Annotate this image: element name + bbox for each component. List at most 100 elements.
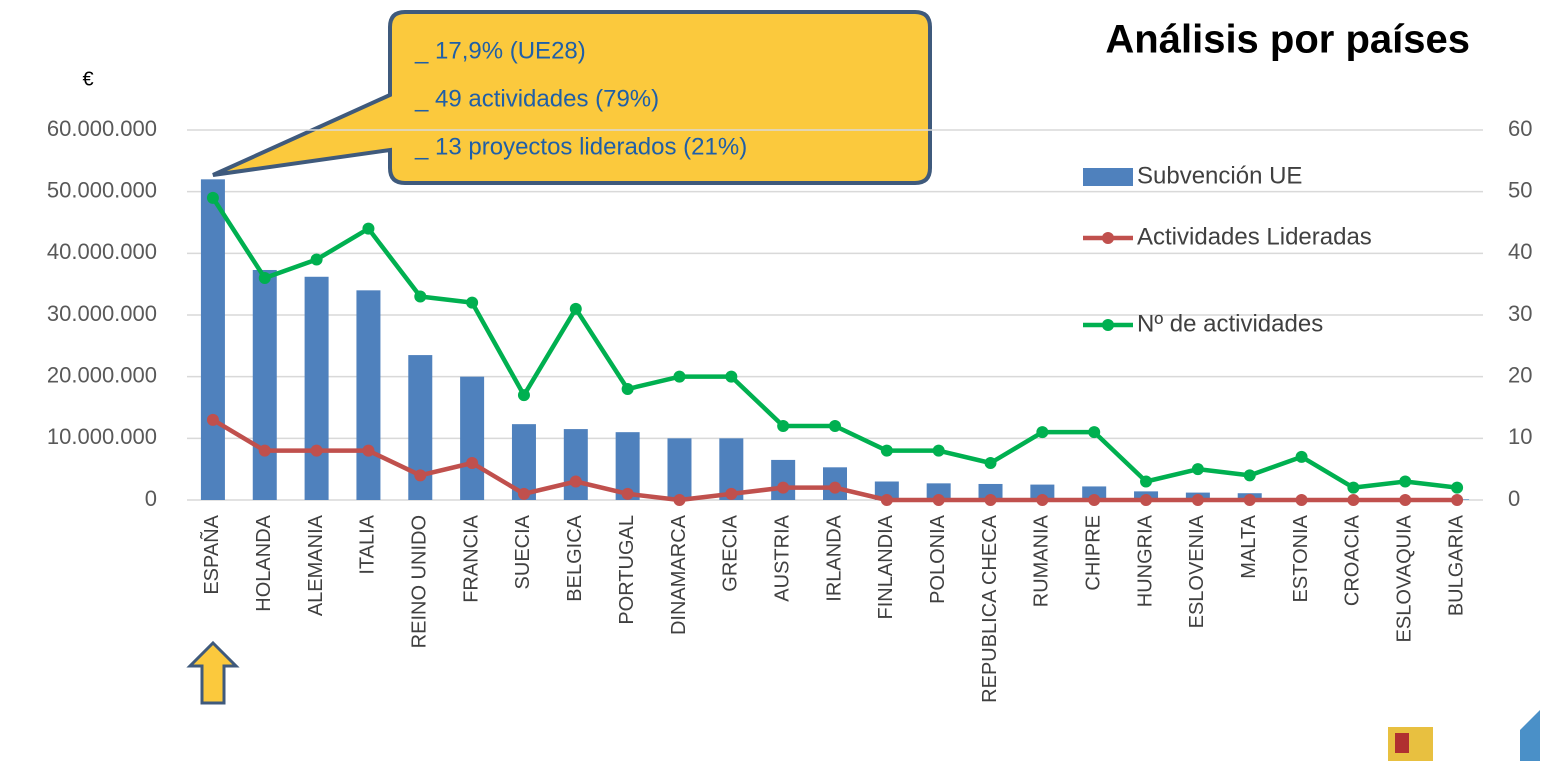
y-tick-label: 10.000.000 xyxy=(47,424,157,449)
point xyxy=(1036,426,1049,439)
bar xyxy=(667,438,692,500)
y-tick-label: 60.000.000 xyxy=(47,116,157,141)
bar xyxy=(1030,484,1055,500)
y2-tick-label: 50 xyxy=(1508,177,1532,202)
legend-swatch xyxy=(1102,319,1114,331)
bar xyxy=(771,459,796,500)
logo xyxy=(1388,710,1540,761)
x-tick-label: CROACIA xyxy=(1342,514,1364,606)
chart-title: Análisis por países xyxy=(1105,18,1470,62)
point xyxy=(1140,494,1153,506)
point xyxy=(310,444,323,457)
point xyxy=(362,222,375,235)
y-tick-label: 0 xyxy=(145,486,157,511)
bar xyxy=(304,276,329,500)
point xyxy=(1451,494,1464,506)
point xyxy=(517,389,530,402)
x-tick-label: SUECIA xyxy=(512,514,534,589)
point xyxy=(206,191,219,204)
bar xyxy=(926,483,951,500)
point xyxy=(673,494,686,506)
y2-tick-label: 40 xyxy=(1508,239,1532,264)
x-tick-label: ITALIA xyxy=(357,514,379,574)
x-tick-label: PORTUGAL xyxy=(616,515,638,625)
point xyxy=(414,469,427,482)
point xyxy=(777,481,790,494)
point xyxy=(569,302,582,315)
y-tick-label: 40.000.000 xyxy=(47,239,157,264)
point xyxy=(517,487,530,500)
point xyxy=(1191,463,1204,476)
point xyxy=(1451,481,1464,494)
x-tick-label: AUSTRIA xyxy=(771,514,793,601)
legend-swatch xyxy=(1083,168,1133,186)
point xyxy=(829,420,841,432)
point xyxy=(1347,481,1360,494)
point xyxy=(1088,494,1101,506)
point xyxy=(414,290,427,303)
point xyxy=(725,487,738,500)
point xyxy=(1295,450,1308,463)
legend-label: Nº de actividades xyxy=(1137,310,1323,337)
annotation: _ 49 actividades (79%) xyxy=(414,85,659,112)
point xyxy=(310,253,323,266)
point xyxy=(1036,494,1049,506)
point xyxy=(829,481,841,494)
point xyxy=(206,413,219,426)
x-tick-label: ESLOVAQUIA xyxy=(1394,514,1416,642)
point xyxy=(932,494,945,506)
y2-tick-label: 20 xyxy=(1508,362,1532,387)
arrow xyxy=(186,640,240,705)
point xyxy=(880,444,893,457)
point xyxy=(1399,494,1412,506)
x-tick-label: POLONIA xyxy=(927,514,949,604)
x-tick-label: BELGICA xyxy=(564,514,586,601)
y-axis-label: € xyxy=(82,68,93,90)
point xyxy=(1295,494,1308,506)
bar xyxy=(460,376,485,500)
point xyxy=(673,370,686,383)
x-tick-label: ESPAÑA xyxy=(199,514,223,594)
point xyxy=(258,272,271,284)
point xyxy=(880,494,893,506)
bar xyxy=(511,424,536,500)
callout xyxy=(212,10,932,185)
point xyxy=(258,444,271,457)
y2-tick-label: 60 xyxy=(1508,116,1532,141)
point xyxy=(569,475,582,488)
bar xyxy=(978,483,1003,500)
bar xyxy=(874,481,899,500)
point xyxy=(621,487,634,500)
legend-swatch xyxy=(1102,232,1114,244)
bar xyxy=(1082,486,1107,500)
x-tick-label: ESLOVENIA xyxy=(1186,514,1208,628)
point xyxy=(362,444,375,457)
y-tick-label: 50.000.000 xyxy=(47,177,157,202)
point xyxy=(725,370,738,383)
x-tick-label: GRECIA xyxy=(720,514,742,591)
x-tick-label: FINLANDIA xyxy=(875,514,897,619)
x-tick-label: HUNGRIA xyxy=(1134,514,1156,607)
point xyxy=(984,457,997,469)
y2-tick-label: 30 xyxy=(1508,301,1532,326)
point xyxy=(1399,475,1412,488)
x-tick-label: MALTA xyxy=(1238,514,1260,578)
bar xyxy=(252,269,277,500)
point xyxy=(984,494,997,506)
x-tick-label: BULGARIA xyxy=(1445,514,1467,616)
point xyxy=(1347,494,1360,506)
x-tick-label: ALEMANIA xyxy=(305,514,327,616)
point xyxy=(466,457,479,469)
x-tick-label: DINAMARCA xyxy=(668,514,690,635)
legend-label: Actividades Lideradas xyxy=(1137,223,1372,250)
x-tick-label: REPUBLICA CHECA xyxy=(979,514,1001,702)
bar xyxy=(356,290,381,500)
x-tick-label: ESTONIA xyxy=(1290,514,1312,602)
y2-tick-label: 0 xyxy=(1508,486,1520,511)
point xyxy=(466,296,479,309)
x-tick-label: HOLANDA xyxy=(253,514,275,611)
point xyxy=(1243,494,1256,506)
legend-label: Subvención UE xyxy=(1137,162,1302,189)
point xyxy=(1088,426,1101,439)
